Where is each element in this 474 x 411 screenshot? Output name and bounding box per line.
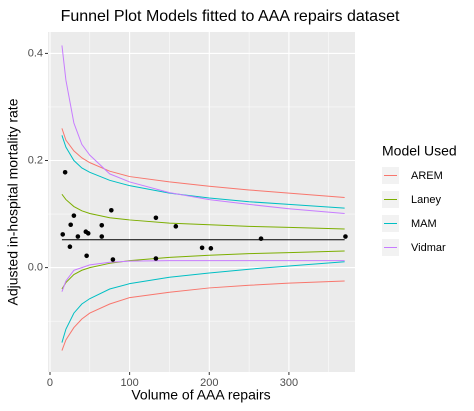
legend-label: MAM <box>411 218 437 230</box>
data-point <box>208 246 214 251</box>
data-point <box>110 257 116 262</box>
x-tick-label: 300 <box>280 377 298 389</box>
y-tick-label: 0.2 <box>28 154 43 166</box>
x-tick-label: 0 <box>47 377 53 389</box>
data-point <box>99 222 105 228</box>
data-point <box>153 215 159 221</box>
data-point <box>71 213 77 218</box>
funnel-line <box>61 45 345 215</box>
data-point <box>258 236 264 241</box>
chart-title: Funnel Plot Models fitted to AAA repairs… <box>61 8 400 25</box>
data-point <box>199 245 205 251</box>
x-axis-title: Volume of AAA repairs <box>131 387 270 403</box>
data-point <box>109 207 114 213</box>
data-point <box>343 234 348 239</box>
y-tick-label: 0.4 <box>28 47 43 59</box>
funnel-line <box>61 260 345 292</box>
data-point <box>75 234 81 239</box>
data-point <box>60 232 66 237</box>
funnel-line <box>61 280 345 351</box>
data-point <box>153 256 159 261</box>
legend-label: Laney <box>411 194 441 206</box>
x-tick-label: 100 <box>120 377 138 389</box>
funnel-line <box>61 193 345 230</box>
x-tick-label: 200 <box>200 377 218 389</box>
data-point <box>173 224 179 229</box>
legend-label: AREM <box>411 170 443 182</box>
data-point <box>67 244 73 250</box>
data-point <box>85 231 91 236</box>
funnel-line <box>61 261 345 343</box>
plot-panel <box>48 32 355 372</box>
data-point <box>68 222 73 228</box>
data-point <box>84 253 89 259</box>
y-tick-label: 0.0 <box>28 261 43 273</box>
data-point <box>99 234 105 239</box>
legend-label: Vidmar <box>411 242 446 254</box>
y-axis-title: Adjusted in-hospital mortality rate <box>5 98 21 305</box>
funnel-line <box>61 135 345 209</box>
funnel-line <box>61 128 345 198</box>
data-point <box>62 169 68 175</box>
legend-title: Model Used <box>382 143 457 159</box>
